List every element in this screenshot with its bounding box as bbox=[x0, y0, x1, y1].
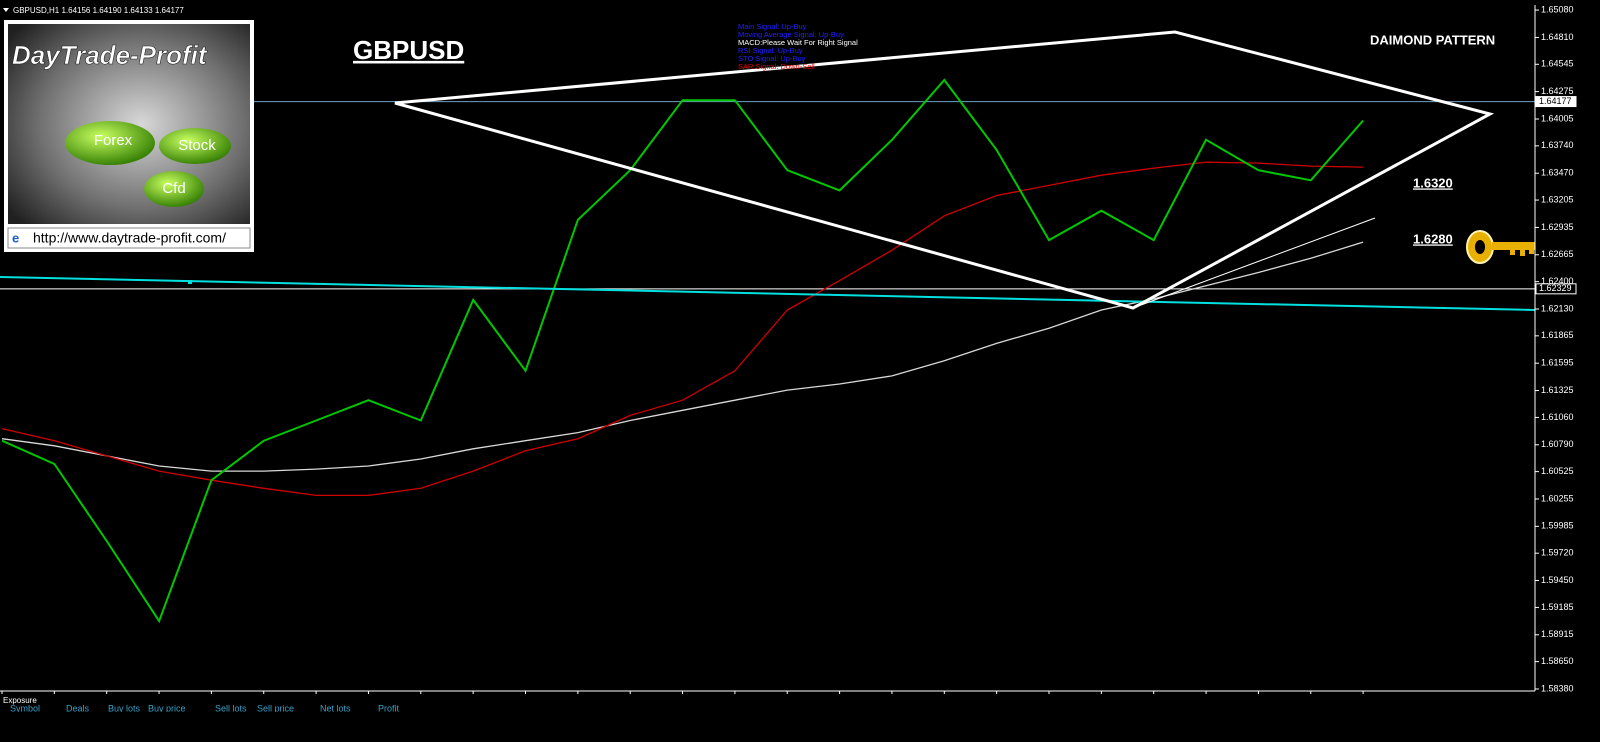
y-tick-label: 1.61595 bbox=[1541, 358, 1574, 368]
key-icon bbox=[1466, 230, 1535, 264]
signal-text: STO Signal: Up-Buy bbox=[738, 54, 806, 63]
y-tick-label: 1.58915 bbox=[1541, 629, 1574, 639]
y-tick-label: 1.59450 bbox=[1541, 575, 1574, 585]
y-tick-label: 1.64005 bbox=[1541, 113, 1574, 123]
logo-button-label: Forex bbox=[94, 132, 133, 149]
y-tick-label: 1.63205 bbox=[1541, 194, 1574, 204]
y-tick-label: 1.64810 bbox=[1541, 32, 1574, 42]
trend-line bbox=[0, 276, 1536, 311]
terminal-column: Sell lots bbox=[215, 703, 247, 713]
y-tick-label: 1.58380 bbox=[1541, 683, 1574, 693]
logo-button bbox=[144, 171, 204, 207]
menu-arrow[interactable] bbox=[3, 8, 9, 12]
diamond-pattern bbox=[394, 30, 1495, 310]
url-icon: e bbox=[12, 230, 19, 245]
logo-button bbox=[159, 128, 231, 164]
y-tick-label: 1.64545 bbox=[1541, 59, 1574, 69]
plot-area bbox=[0, 78, 1535, 624]
signal-text: SAR Signal: Down-Sell bbox=[738, 62, 815, 71]
y-tick-label: 1.60525 bbox=[1541, 466, 1574, 476]
pattern-label: DAIMOND PATTERN bbox=[1370, 32, 1495, 47]
y-tick-label: 1.64275 bbox=[1541, 86, 1574, 96]
terminal-column: Symbol bbox=[10, 703, 40, 713]
logo-brand: DayTrade-Profit bbox=[12, 40, 208, 70]
y-tick-label: 1.62935 bbox=[1541, 222, 1574, 232]
y-tick-label: 1.59185 bbox=[1541, 602, 1574, 612]
terminal-columns: Symbol Deals Buy lots Buy price Sell lots Sel… bbox=[10, 703, 400, 713]
terminal-tab: Exposure bbox=[3, 696, 37, 705]
annotation: 1.6280 bbox=[1413, 231, 1453, 246]
y-tick-label: 1.62400 bbox=[1541, 276, 1574, 286]
y-tick-label: 1.65080 bbox=[1541, 4, 1574, 14]
price-tag: 1.62329 bbox=[1539, 283, 1572, 293]
y-tick-label: 1.60790 bbox=[1541, 439, 1574, 449]
y-tick-label: 1.58650 bbox=[1541, 656, 1574, 666]
trend-anchor bbox=[188, 280, 192, 284]
logo-button bbox=[65, 121, 155, 165]
series-line bbox=[1, 78, 1364, 624]
terminal-column: Deals bbox=[66, 703, 90, 713]
y-tick-label: 1.63470 bbox=[1541, 168, 1574, 178]
terminal-column: Sell price bbox=[257, 703, 294, 713]
signal-text: RSI Signal: Up-Buy bbox=[738, 46, 803, 55]
terminal-column: Profit bbox=[378, 703, 400, 713]
chart-title: GBPUSD bbox=[353, 35, 464, 65]
y-tick-label: 1.59985 bbox=[1541, 521, 1574, 531]
chart-header: GBPUSD,H1 1.64156 1.64190 1.64133 1.6417… bbox=[13, 6, 184, 15]
url-bar bbox=[7, 227, 251, 249]
y-tick-label: 1.59720 bbox=[1541, 548, 1574, 558]
annotation: 1.6320 bbox=[1413, 175, 1453, 190]
y-tick-label: 1.61060 bbox=[1541, 412, 1574, 422]
y-tick-label: 1.61325 bbox=[1541, 385, 1574, 395]
price-tag-bg bbox=[1535, 283, 1577, 295]
terminal-column: Net lots bbox=[320, 703, 351, 713]
logo-button-label: Cfd bbox=[162, 180, 185, 197]
signal-text: Main Signal: Up-Buy bbox=[738, 22, 807, 31]
terminal bbox=[0, 694, 1600, 708]
price-tag: 1.64177 bbox=[1539, 96, 1572, 106]
y-tick-label: 1.62665 bbox=[1541, 249, 1574, 259]
signal-text: MACD:Please Wait For Right Signal bbox=[738, 38, 858, 47]
y-tick-label: 1.63740 bbox=[1541, 140, 1574, 150]
logo-url: http://www.daytrade-profit.com/ bbox=[33, 230, 226, 246]
series-line bbox=[1, 161, 1364, 497]
y-tick-label: 1.61865 bbox=[1541, 330, 1574, 340]
terminal-column: Buy lots bbox=[108, 703, 141, 713]
y-tick-label: 1.62130 bbox=[1541, 303, 1574, 313]
signal-text: Moving Average Signal: Up-Buy bbox=[738, 30, 844, 39]
y-tick-label: 1.60255 bbox=[1541, 493, 1574, 503]
x-axis-strip bbox=[0, 712, 1535, 726]
terminal-column: Buy price bbox=[148, 703, 186, 713]
pattern-leg bbox=[1132, 217, 1376, 309]
logo-button-label: Stock bbox=[178, 137, 216, 154]
price-tag-bg bbox=[1535, 96, 1577, 108]
series-line bbox=[1, 241, 1364, 472]
logo: DayTrade-Profit Forex Stock Cfd e http:/… bbox=[4, 20, 254, 252]
